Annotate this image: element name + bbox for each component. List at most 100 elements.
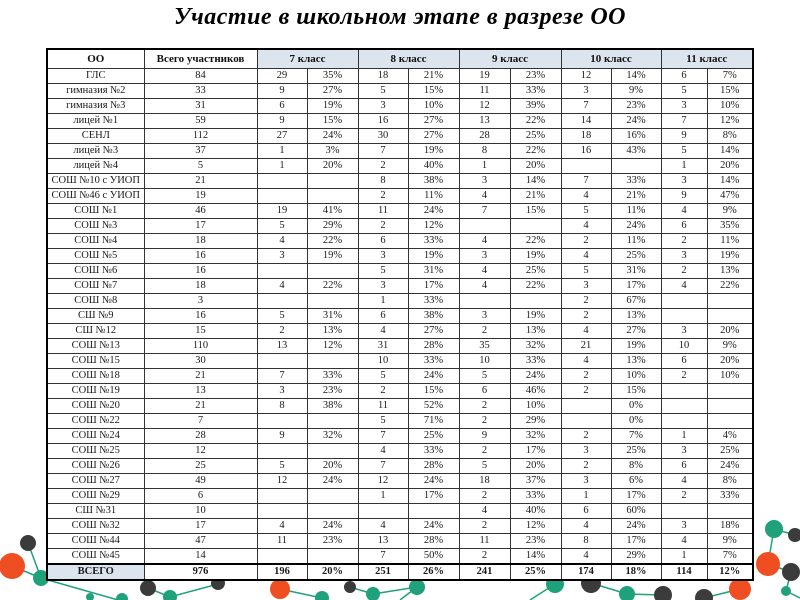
count-cell: 5 <box>357 368 409 384</box>
percent-cell: 23% <box>306 533 359 549</box>
school-name-cell: СОШ №19 <box>46 383 145 399</box>
school-name-cell: СОШ №27 <box>46 473 145 489</box>
table-row: лицей №3 37 1 3% 7 19% 8 22% 16 43% 5 14% <box>46 143 754 159</box>
school-name-cell: СОШ №25 <box>46 443 145 459</box>
total-participants-cell: 16 <box>143 263 258 279</box>
total-participants-cell: 3 <box>143 293 258 309</box>
count-cell: 2 <box>560 308 612 324</box>
count-cell: 2 <box>458 518 511 534</box>
total-participants-cell: 28 <box>143 428 258 444</box>
percent-cell: 28% <box>407 338 460 354</box>
total-participants-cell: 21 <box>143 368 258 384</box>
count-cell: 2 <box>660 233 708 249</box>
percent-cell: 38% <box>306 398 359 414</box>
col-header-total: Всего участников <box>143 48 258 69</box>
count-cell: 27 <box>256 128 308 144</box>
count-cell: 2 <box>458 413 511 429</box>
count-cell: 4 <box>357 443 409 459</box>
percent-cell: 52% <box>407 398 460 414</box>
total-participants-cell: 19 <box>143 188 258 204</box>
percent-cell: 33% <box>407 233 460 249</box>
percent-cell <box>306 263 359 279</box>
count-cell: 5 <box>458 368 511 384</box>
percent-cell: 11% <box>706 233 754 249</box>
count-cell: 2 <box>458 488 511 504</box>
total-participants-cell: 18 <box>143 278 258 294</box>
count-cell: 6 <box>256 98 308 114</box>
percent-cell: 22% <box>306 233 359 249</box>
school-name-cell: СОШ №44 <box>46 533 145 549</box>
percent-cell: 41% <box>306 203 359 219</box>
total-participants-cell: 13 <box>143 383 258 399</box>
col-header-class-7: 7 класс <box>256 48 359 69</box>
count-cell: 5 <box>660 143 708 159</box>
table-row: СОШ №3 17 5 29% 2 12% 4 24% 6 35% <box>46 218 754 234</box>
percent-cell: 19% <box>509 308 562 324</box>
count-cell <box>256 413 308 429</box>
count-cell: 7 <box>357 143 409 159</box>
percent-cell <box>306 353 359 369</box>
count-cell: 174 <box>560 563 612 581</box>
percent-cell: 14% <box>706 173 754 189</box>
percent-cell: 24% <box>306 473 359 489</box>
count-cell: 1 <box>357 293 409 309</box>
total-participants-cell: 59 <box>143 113 258 129</box>
participation-table: ОО Всего участников 7 класс 8 класс 9 клас… <box>46 48 755 581</box>
percent-cell: 29% <box>610 548 662 565</box>
percent-cell: 29% <box>306 218 359 234</box>
count-cell <box>660 398 708 414</box>
count-cell: 7 <box>560 173 612 189</box>
school-name-cell: СОШ №18 <box>46 368 145 384</box>
percent-cell <box>706 413 754 429</box>
count-cell: 3 <box>560 443 612 459</box>
percent-cell: 19% <box>509 248 562 264</box>
count-cell: 16 <box>357 113 409 129</box>
school-name-cell: СОШ №15 <box>46 353 145 369</box>
count-cell: 18 <box>458 473 511 489</box>
total-row-label: ВСЕГО <box>46 563 145 581</box>
percent-cell <box>706 503 754 519</box>
school-name-cell: гимназия №3 <box>46 98 145 114</box>
percent-cell <box>306 503 359 519</box>
percent-cell: 19% <box>306 248 359 264</box>
count-cell: 4 <box>560 353 612 369</box>
percent-cell: 33% <box>306 368 359 384</box>
count-cell: 3 <box>256 248 308 264</box>
school-name-cell: СОШ №29 <box>46 488 145 504</box>
count-cell: 6 <box>660 218 708 234</box>
count-cell: 10 <box>357 353 409 369</box>
count-cell: 13 <box>458 113 511 129</box>
school-name-cell: СОШ №5 <box>46 248 145 264</box>
school-name-cell: СШ №9 <box>46 308 145 324</box>
count-cell: 4 <box>458 233 511 249</box>
table-row: СОШ №32 17 4 24% 4 24% 2 12% 4 24% 3 18% <box>46 518 754 534</box>
table-row: СОШ №25 12 4 33% 2 17% 3 25% 3 25% <box>46 443 754 459</box>
count-cell: 29 <box>256 68 308 84</box>
count-cell: 18 <box>560 128 612 144</box>
percent-cell <box>407 503 460 519</box>
percent-cell: 35% <box>306 68 359 84</box>
percent-cell: 27% <box>407 128 460 144</box>
count-cell <box>256 443 308 459</box>
percent-cell: 18% <box>610 563 662 581</box>
percent-cell: 23% <box>509 68 562 84</box>
count-cell <box>256 173 308 189</box>
count-cell: 4 <box>458 188 511 204</box>
table-row: ГЛС 84 29 35% 18 21% 19 23% 12 14% 6 7% <box>46 68 754 84</box>
count-cell: 1 <box>660 548 708 565</box>
decor-dot <box>765 520 783 538</box>
school-name-cell: СЕНЛ <box>46 128 145 144</box>
percent-cell: 14% <box>610 68 662 84</box>
percent-cell: 26% <box>407 563 460 581</box>
count-cell: 4 <box>256 518 308 534</box>
count-cell: 7 <box>357 548 409 565</box>
count-cell: 12 <box>357 473 409 489</box>
school-name-cell: СОШ №10 с УИОП <box>46 173 145 189</box>
percent-cell: 20% <box>706 323 754 339</box>
count-cell: 2 <box>256 323 308 339</box>
percent-cell: 24% <box>407 203 460 219</box>
percent-cell: 0% <box>610 413 662 429</box>
percent-cell: 28% <box>407 533 460 549</box>
count-cell: 5 <box>256 458 308 474</box>
count-cell <box>256 488 308 504</box>
